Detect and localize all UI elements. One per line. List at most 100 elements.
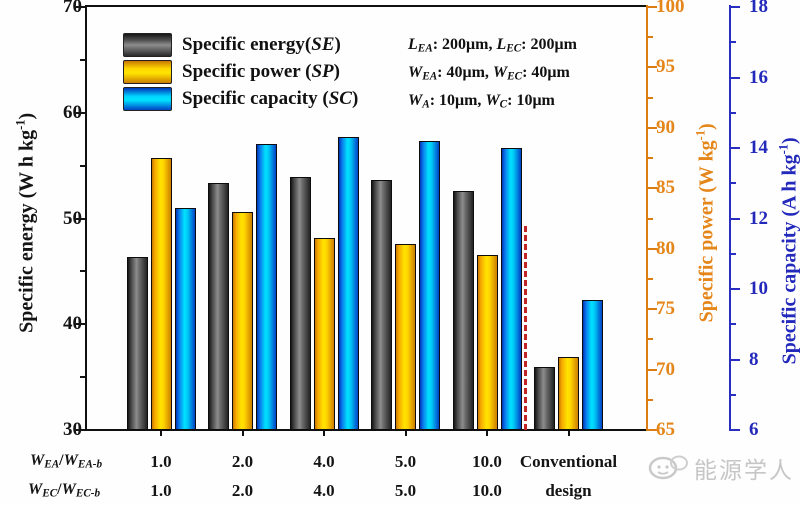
axis-tick (648, 217, 653, 220)
x-axis-tick (404, 431, 407, 436)
axis-tick-label: 16 (749, 66, 768, 88)
bar-se-group-4 (371, 180, 392, 430)
axis-tick (731, 41, 736, 44)
bar-sc-group-4 (419, 140, 440, 430)
axis-tick-label: 80 (656, 237, 675, 259)
power-axis-spine (646, 5, 648, 431)
axis-tick (648, 157, 653, 160)
x-label-row1: 4.0 (313, 452, 335, 471)
axis-tick (648, 187, 657, 190)
axis-tick-label: 50 (63, 207, 82, 229)
capacity-axis-spine (729, 5, 731, 431)
axis-tick-label: 60 (63, 101, 82, 123)
axis-tick-label: 70 (63, 0, 82, 17)
bar-sp-group-5 (476, 254, 498, 430)
axis-tick (731, 429, 740, 431)
axis-tick (731, 182, 736, 185)
axis-tick (648, 96, 653, 99)
axis-tick (731, 288, 740, 290)
axis-tick (731, 252, 736, 255)
watermark: 能源学人 (648, 451, 794, 485)
bar-sp-group-4 (395, 243, 416, 430)
axis-tick (80, 58, 85, 61)
axis-tick (648, 338, 653, 341)
axis-tick-label: 40 (63, 313, 82, 335)
legend-item-se: Specific energy(SE) (123, 31, 358, 58)
axis-tick (648, 6, 657, 8)
xaxis-row2-prefix: WEC/WEC-b (28, 481, 101, 500)
x-axis-tick (567, 431, 570, 436)
axis-tick-label: 6 (749, 419, 759, 440)
legend: Specific energy(SE) Specific power (SP) … (123, 31, 358, 112)
x-label-row2: 2.0 (231, 481, 254, 500)
axis-tick (731, 323, 736, 326)
bar-se-group-2 (208, 182, 229, 430)
axis-tick (648, 429, 657, 431)
bar-se-group-6 (534, 366, 555, 430)
xaxis-row1-prefix: WEA/WEA-b (30, 452, 103, 471)
axis-tick-label: 85 (656, 177, 675, 199)
x-axis-tick (486, 431, 488, 436)
bar-sp-group-3 (313, 237, 335, 430)
bar-sp-group-6 (558, 357, 579, 430)
sc-swatch-icon (123, 86, 172, 111)
axis-tick-label: 65 (656, 419, 675, 440)
axis-tick (648, 368, 657, 371)
axis-tick (731, 358, 740, 361)
bar-sc-group-2 (256, 144, 277, 430)
axis-tick (76, 111, 85, 114)
x-label-row1: 1.0 (150, 452, 172, 471)
bar-sc-group-3 (337, 137, 359, 430)
bar-sp-group-1 (150, 158, 172, 430)
axis-tick-label: 18 (749, 0, 768, 17)
x-label-row2: 10.0 (472, 481, 502, 500)
axis-tick-label: 100 (656, 0, 685, 17)
geometry-annotation: LEA: 200μm, LEC: 200μm WEA: 40μm, WEC: 4… (408, 33, 577, 117)
axis-tick-label: 12 (749, 207, 768, 229)
legend-label-sp: Specific power (SP) (182, 60, 340, 82)
x-label-row2: design (545, 481, 592, 500)
axis-tick (648, 126, 657, 129)
x-label-row1: 2.0 (231, 452, 254, 471)
x-label-row2: 5.0 (394, 481, 417, 500)
plot-area (85, 5, 646, 431)
x-axis-tick (160, 431, 162, 436)
axis-tick (80, 164, 85, 167)
bar-sc-group-1 (174, 207, 196, 430)
legend-item-sp: Specific power (SP) (123, 58, 358, 85)
axis-tick (731, 393, 736, 396)
axis-tick (731, 147, 740, 149)
axis-tick (80, 376, 85, 379)
x-label-row1: 5.0 (394, 452, 417, 471)
axis-tick (76, 217, 85, 220)
annotation-line-1: LEA: 200μm, LEC: 200μm (408, 36, 577, 55)
bar-sp-group-2 (232, 212, 253, 430)
axis-tick (731, 76, 740, 79)
bar-se-group-3 (289, 177, 311, 430)
axis-tick (76, 429, 85, 431)
axis-tick (731, 111, 736, 114)
axis-tick (648, 247, 657, 250)
axis-tick-label: 70 (656, 358, 675, 380)
axis-tick (648, 398, 653, 401)
bar-se-group-5 (452, 191, 474, 430)
axis-tick (648, 277, 653, 280)
bar-sc-group-5 (500, 148, 522, 430)
axis-tick-label: 95 (656, 56, 675, 78)
axis-tick (731, 6, 740, 8)
annotation-line-3: WA: 10μm, WC: 10μm (408, 91, 555, 111)
x-axis-tick (241, 431, 244, 436)
se-swatch-icon (123, 32, 172, 57)
axis-tick-label: 14 (749, 137, 768, 158)
axis-tick (731, 217, 740, 220)
axis-tick (76, 6, 85, 8)
axis-tick (648, 308, 657, 311)
bar-se-group-1 (126, 256, 148, 430)
legend-label-sc: Specific capacity (SC) (182, 87, 359, 109)
axis-tick (76, 323, 85, 326)
capacity-axis-title: Specific capacity (A h kg-1) (776, 137, 800, 365)
axis-tick (648, 36, 653, 39)
axis-tick-label: 90 (656, 116, 675, 138)
axis-tick-label: 75 (656, 298, 675, 320)
